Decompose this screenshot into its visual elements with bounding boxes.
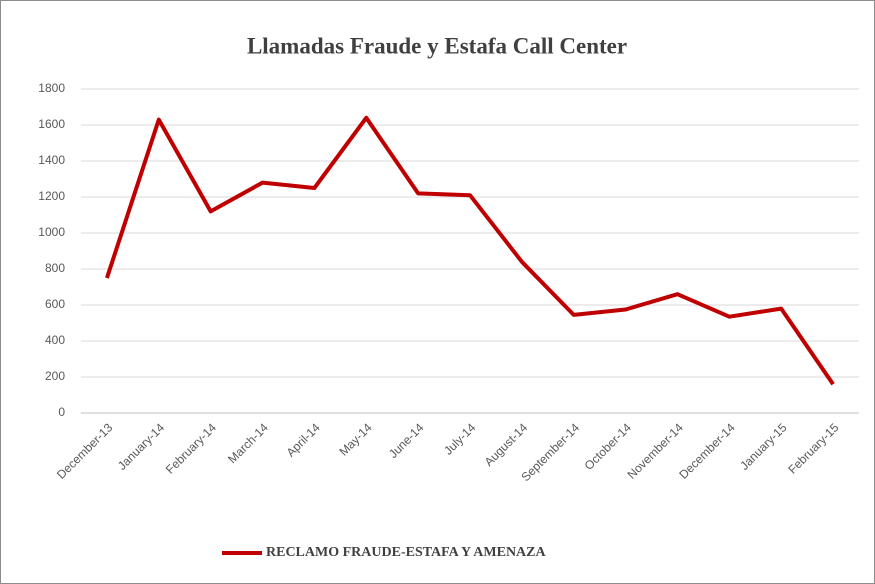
y-tick-label: 200 [45,369,65,383]
chart-title: Llamadas Fraude y Estafa Call Center [247,33,627,58]
y-tick-label: 1400 [38,153,65,167]
data-line [105,115,835,386]
y-tick-label: 1600 [38,117,65,131]
y-tick-label: 1200 [38,189,65,203]
y-tick-label: 1800 [38,81,65,95]
y-tick-label: 800 [45,261,65,275]
y-tick-label: 600 [45,297,65,311]
legend-label: RECLAMO FRAUDE-ESTAFA Y AMENAZA [266,545,547,560]
y-tick-label: 1000 [38,225,65,239]
y-tick-label: 0 [58,405,65,419]
y-tick-label: 400 [45,333,65,347]
